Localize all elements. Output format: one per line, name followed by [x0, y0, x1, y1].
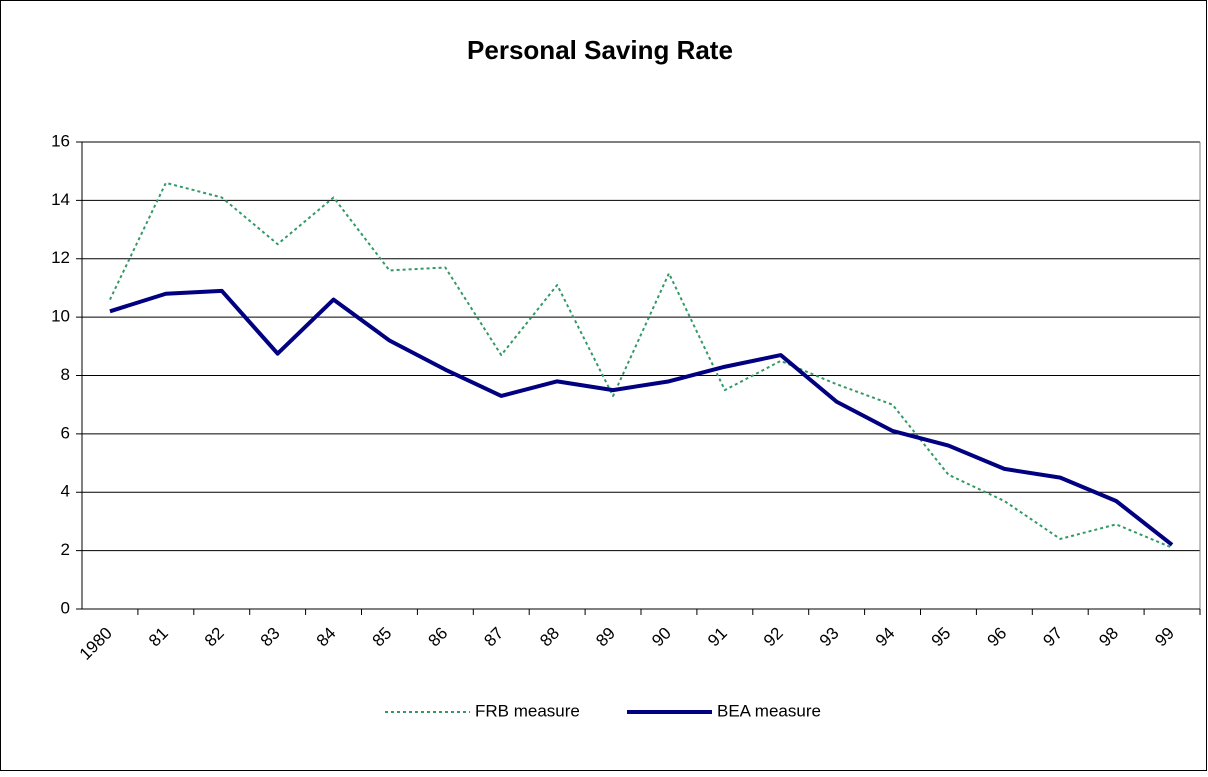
y-tick-label: 14	[51, 190, 70, 209]
y-tick-label: 8	[61, 365, 70, 384]
y-tick-label: 6	[61, 423, 70, 442]
y-tick-label: 12	[51, 248, 70, 267]
legend-label: BEA measure	[717, 701, 821, 720]
y-tick-label: 10	[51, 307, 70, 326]
y-tick-label: 16	[51, 131, 70, 150]
y-tick-label: 4	[61, 482, 70, 501]
chart-title: Personal Saving Rate	[467, 35, 733, 65]
series-line	[109, 181, 1173, 549]
series-line	[109, 288, 1174, 547]
legend-label: FRB measure	[475, 701, 580, 720]
y-tick-label: 0	[61, 598, 70, 617]
y-tick-label: 2	[61, 540, 70, 559]
